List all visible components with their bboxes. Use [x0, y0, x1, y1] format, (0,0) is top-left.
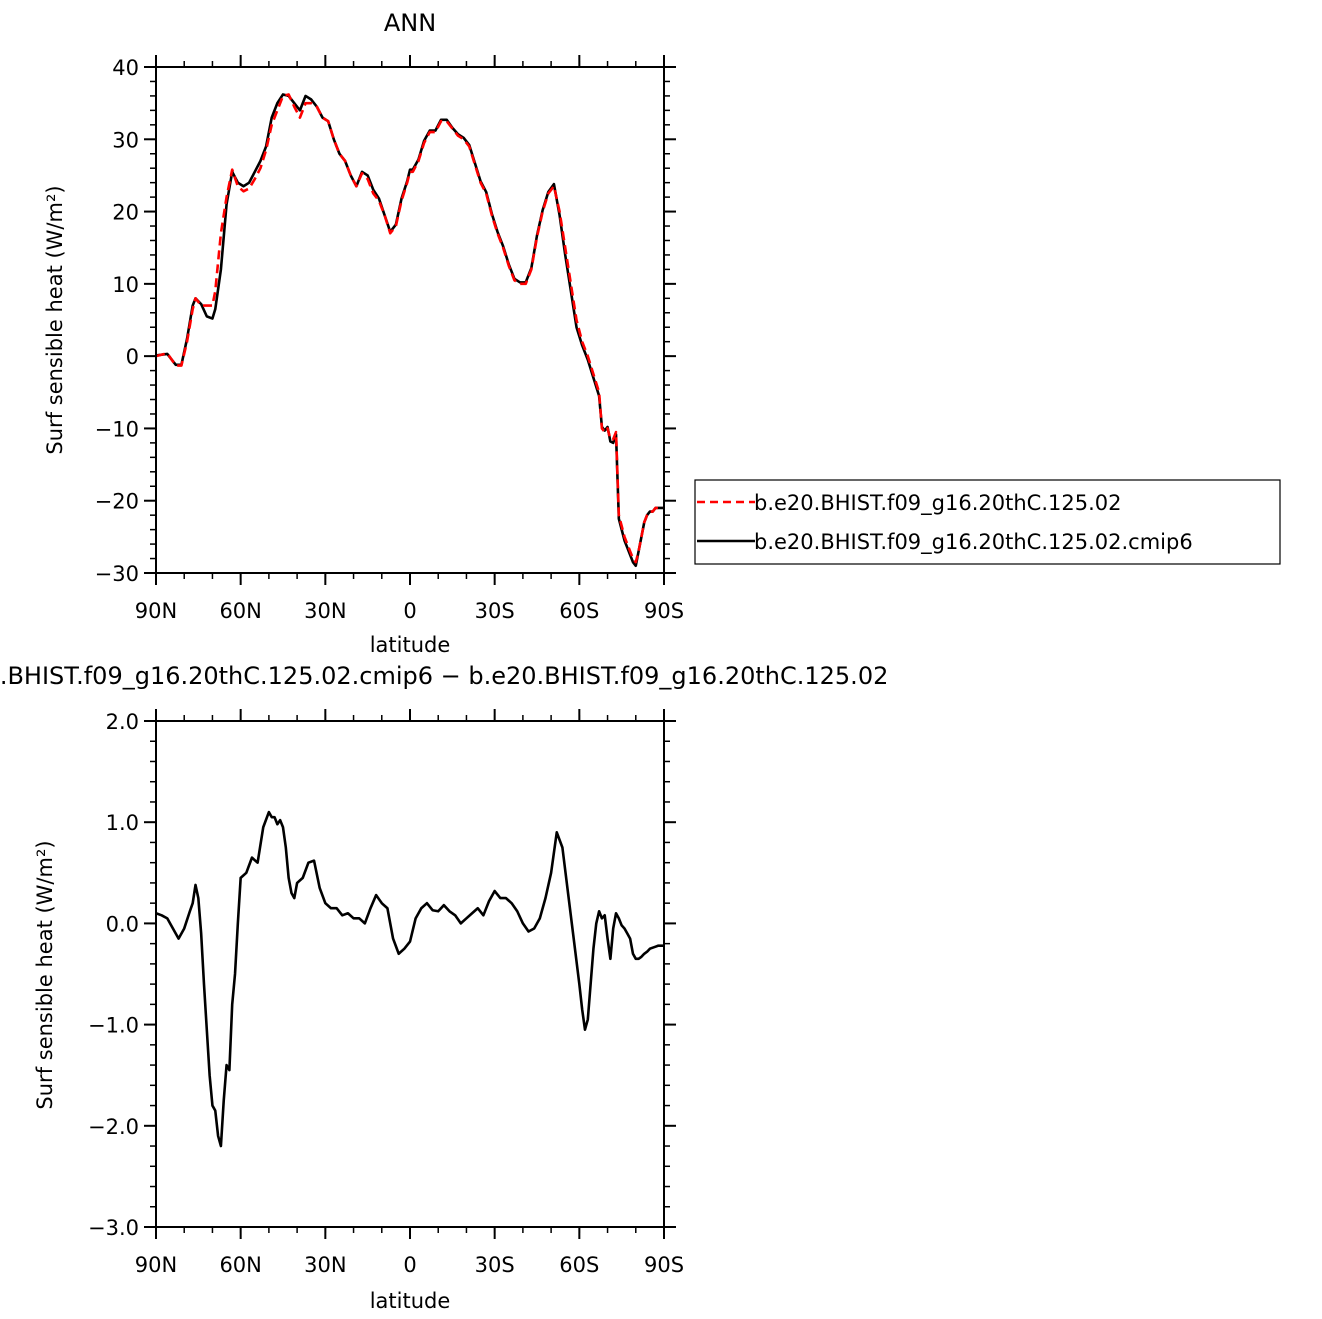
bottom-ytick-label: 0.0 — [106, 912, 139, 936]
panel-bottom: b.e20.BHIST.f09_g16.20thC.125.02.cmip6 −… — [0, 662, 888, 1313]
top-ytick-label: −10 — [95, 417, 139, 441]
top-ytick-label: 40 — [112, 56, 139, 80]
top-xtick-label: 90N — [135, 599, 177, 623]
top-xtick-label: 60S — [559, 599, 599, 623]
top-series-line-1 — [156, 93, 664, 568]
bottom-xtick-label: 60S — [559, 1253, 599, 1277]
bottom-xtick-label: 90N — [135, 1253, 177, 1277]
bottom-plot-area: 2.0 1.0 0.0 −1.0 −2.0 −3.0 90N 60N 30N 0 30S 60S 90S — [88, 709, 684, 1277]
bottom-xlabel: latitude — [370, 1289, 451, 1313]
legend: b.e20.BHIST.f09_g16.20thC.125.02 b.e20.B… — [694, 479, 1281, 565]
legend-label-0: b.e20.BHIST.f09_g16.20thC.125.02 — [754, 491, 1121, 516]
bottom-xtick-label: 30S — [475, 1253, 515, 1277]
top-xtick-label: 30S — [475, 599, 515, 623]
bottom-ylabel: Surf sensible heat (W/m²) — [33, 840, 57, 1109]
bottom-ytick-label: −1.0 — [88, 1014, 139, 1038]
top-title: ANN — [384, 9, 436, 37]
bottom-title: b.e20.BHIST.f09_g16.20thC.125.02.cmip6 −… — [0, 662, 888, 690]
top-xlabel: latitude — [370, 633, 451, 657]
bottom-xtick-label: 90S — [644, 1253, 684, 1277]
top-plot-area: 40 30 20 10 0 −10 −20 −30 90N 60N 30N 0 30S 60S 90S — [95, 55, 684, 623]
bottom-xtick-label: 30N — [304, 1253, 346, 1277]
legend-box — [694, 479, 1281, 565]
top-ytick-label: −30 — [95, 562, 139, 586]
top-xtick-label: 60N — [219, 599, 261, 623]
bottom-frame — [155, 720, 665, 1228]
top-frame — [155, 66, 665, 574]
top-ytick-label: 20 — [112, 201, 139, 225]
bottom-ytick-label: −3.0 — [88, 1216, 139, 1240]
panel-top: ANN 40 30 20 10 0 −10 −20 −30 90N 60N 30N 0 30S 60S 90… — [43, 9, 684, 657]
bottom-ytick-label: 2.0 — [106, 710, 139, 734]
top-xtick-label: 30N — [304, 599, 346, 623]
bottom-xtick-label: 0 — [403, 1253, 416, 1277]
top-ytick-label: 30 — [112, 128, 139, 152]
top-ytick-label: 0 — [126, 345, 139, 369]
legend-label-1: b.e20.BHIST.f09_g16.20thC.125.02.cmip6 — [754, 530, 1193, 555]
bottom-ytick-label: −2.0 — [88, 1115, 139, 1139]
top-xtick-label: 0 — [403, 599, 416, 623]
top-series-line-0 — [156, 93, 664, 564]
top-ytick-label: −20 — [95, 490, 139, 514]
top-ylabel: Surf sensible heat (W/m²) — [43, 185, 67, 454]
top-xtick-label: 90S — [644, 599, 684, 623]
bottom-series-line-0 — [156, 810, 664, 1148]
bottom-xtick-label: 60N — [219, 1253, 261, 1277]
top-ytick-label: 10 — [112, 273, 139, 297]
bottom-ytick-label: 1.0 — [106, 811, 139, 835]
